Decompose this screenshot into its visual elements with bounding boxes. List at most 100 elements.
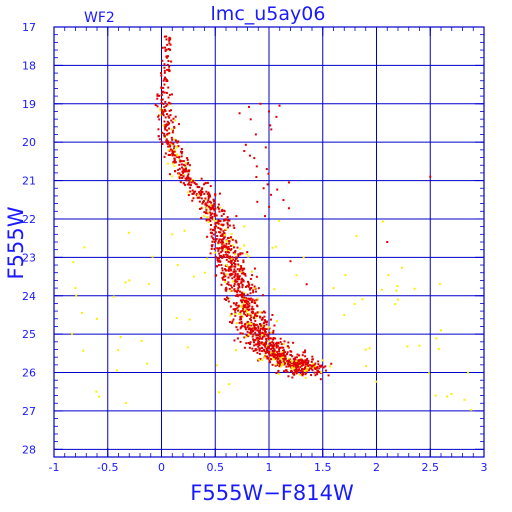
star-point-yellow	[75, 294, 78, 297]
star-point-red	[245, 342, 248, 345]
star-point-yellow	[299, 373, 302, 376]
star-point-red	[228, 242, 231, 245]
star-point-red	[239, 311, 242, 314]
star-point-red	[218, 210, 221, 213]
star-point-red	[314, 362, 317, 365]
star-point-yellow	[159, 109, 162, 112]
star-point-red	[305, 371, 308, 374]
star-point-red	[163, 132, 166, 135]
star-point-red	[220, 247, 223, 250]
star-point-red	[259, 315, 262, 318]
star-point-red	[258, 335, 261, 338]
star-point-red	[177, 145, 180, 148]
star-point-red	[288, 361, 291, 364]
star-point-red	[240, 291, 243, 294]
star-point-red	[166, 140, 169, 143]
star-point-red	[163, 91, 166, 94]
star-point-yellow	[240, 304, 243, 307]
star-point-red	[228, 224, 231, 227]
star-point-yellow	[364, 348, 367, 351]
star-point-red	[193, 182, 196, 185]
star-point-red	[309, 364, 312, 367]
star-point-red	[186, 156, 189, 159]
star-point-red	[185, 169, 188, 172]
star-point-red	[237, 289, 240, 292]
star-point-red	[172, 142, 175, 145]
star-point-red	[171, 121, 174, 124]
star-point-red	[265, 340, 268, 343]
star-point-red	[167, 141, 170, 144]
star-point-yellow	[231, 244, 234, 247]
star-point-red	[282, 358, 285, 361]
star-point-red	[252, 333, 255, 336]
star-point-yellow	[261, 359, 264, 362]
star-point-red	[181, 166, 184, 169]
star-point-yellow	[173, 148, 176, 151]
star-point-red	[318, 364, 321, 367]
star-point-red	[304, 349, 307, 352]
star-point-red	[242, 279, 245, 282]
star-point-red	[251, 298, 254, 301]
star-point-red	[253, 317, 256, 320]
star-point-red	[293, 358, 296, 361]
star-point-yellow	[82, 349, 85, 352]
star-point-red	[257, 325, 260, 328]
star-point-red	[171, 131, 174, 134]
star-point-red	[231, 286, 234, 289]
star-point-red	[174, 115, 177, 118]
star-point-red	[163, 135, 166, 138]
star-point-red	[298, 359, 301, 362]
star-point-red	[225, 253, 228, 256]
star-point-red	[216, 234, 219, 237]
star-point-red	[186, 176, 189, 179]
star-point-yellow	[205, 207, 208, 210]
star-point-red	[226, 223, 229, 226]
star-point-red	[221, 234, 224, 237]
star-point-red	[209, 207, 212, 210]
star-point-red	[245, 306, 248, 309]
star-point-red	[206, 181, 209, 184]
star-point-red	[235, 256, 237, 259]
star-point-red	[204, 202, 207, 205]
star-point-red	[198, 207, 201, 210]
y-tick-label: 20	[22, 136, 36, 149]
star-point-red	[264, 215, 267, 218]
star-point-red	[239, 315, 242, 318]
star-point-red	[225, 242, 228, 245]
star-point-red	[163, 106, 166, 109]
star-point-red	[158, 118, 161, 121]
star-point-red	[217, 219, 220, 222]
star-point-red	[166, 68, 169, 71]
star-point-red	[304, 359, 307, 362]
star-point-yellow	[209, 203, 212, 206]
star-point-red	[262, 326, 265, 329]
star-point-red	[163, 120, 166, 123]
star-point-red	[206, 235, 209, 238]
star-point-red	[268, 110, 270, 113]
star-point-red	[156, 94, 159, 97]
star-point-red	[304, 373, 307, 376]
star-point-yellow	[295, 274, 298, 277]
star-point-red	[180, 152, 183, 155]
star-point-red	[210, 223, 213, 226]
star-point-red	[242, 268, 245, 271]
star-point-yellow	[190, 180, 193, 183]
star-point-red	[256, 311, 259, 314]
star-point-red	[228, 256, 231, 259]
star-point-red	[234, 239, 237, 242]
star-point-red	[278, 355, 281, 358]
star-point-red	[262, 310, 265, 313]
star-point-red	[275, 356, 278, 359]
star-point-red	[244, 322, 247, 325]
star-point-red	[162, 110, 165, 113]
star-point-red	[221, 267, 224, 270]
star-point-red	[238, 290, 241, 293]
star-point-red	[233, 308, 236, 311]
star-point-red	[278, 347, 281, 350]
star-point-red	[222, 255, 225, 258]
star-point-red	[221, 239, 224, 242]
star-point-red	[236, 268, 239, 271]
star-point-red	[171, 129, 174, 132]
star-point-red	[186, 177, 189, 180]
star-point-red	[223, 256, 226, 259]
